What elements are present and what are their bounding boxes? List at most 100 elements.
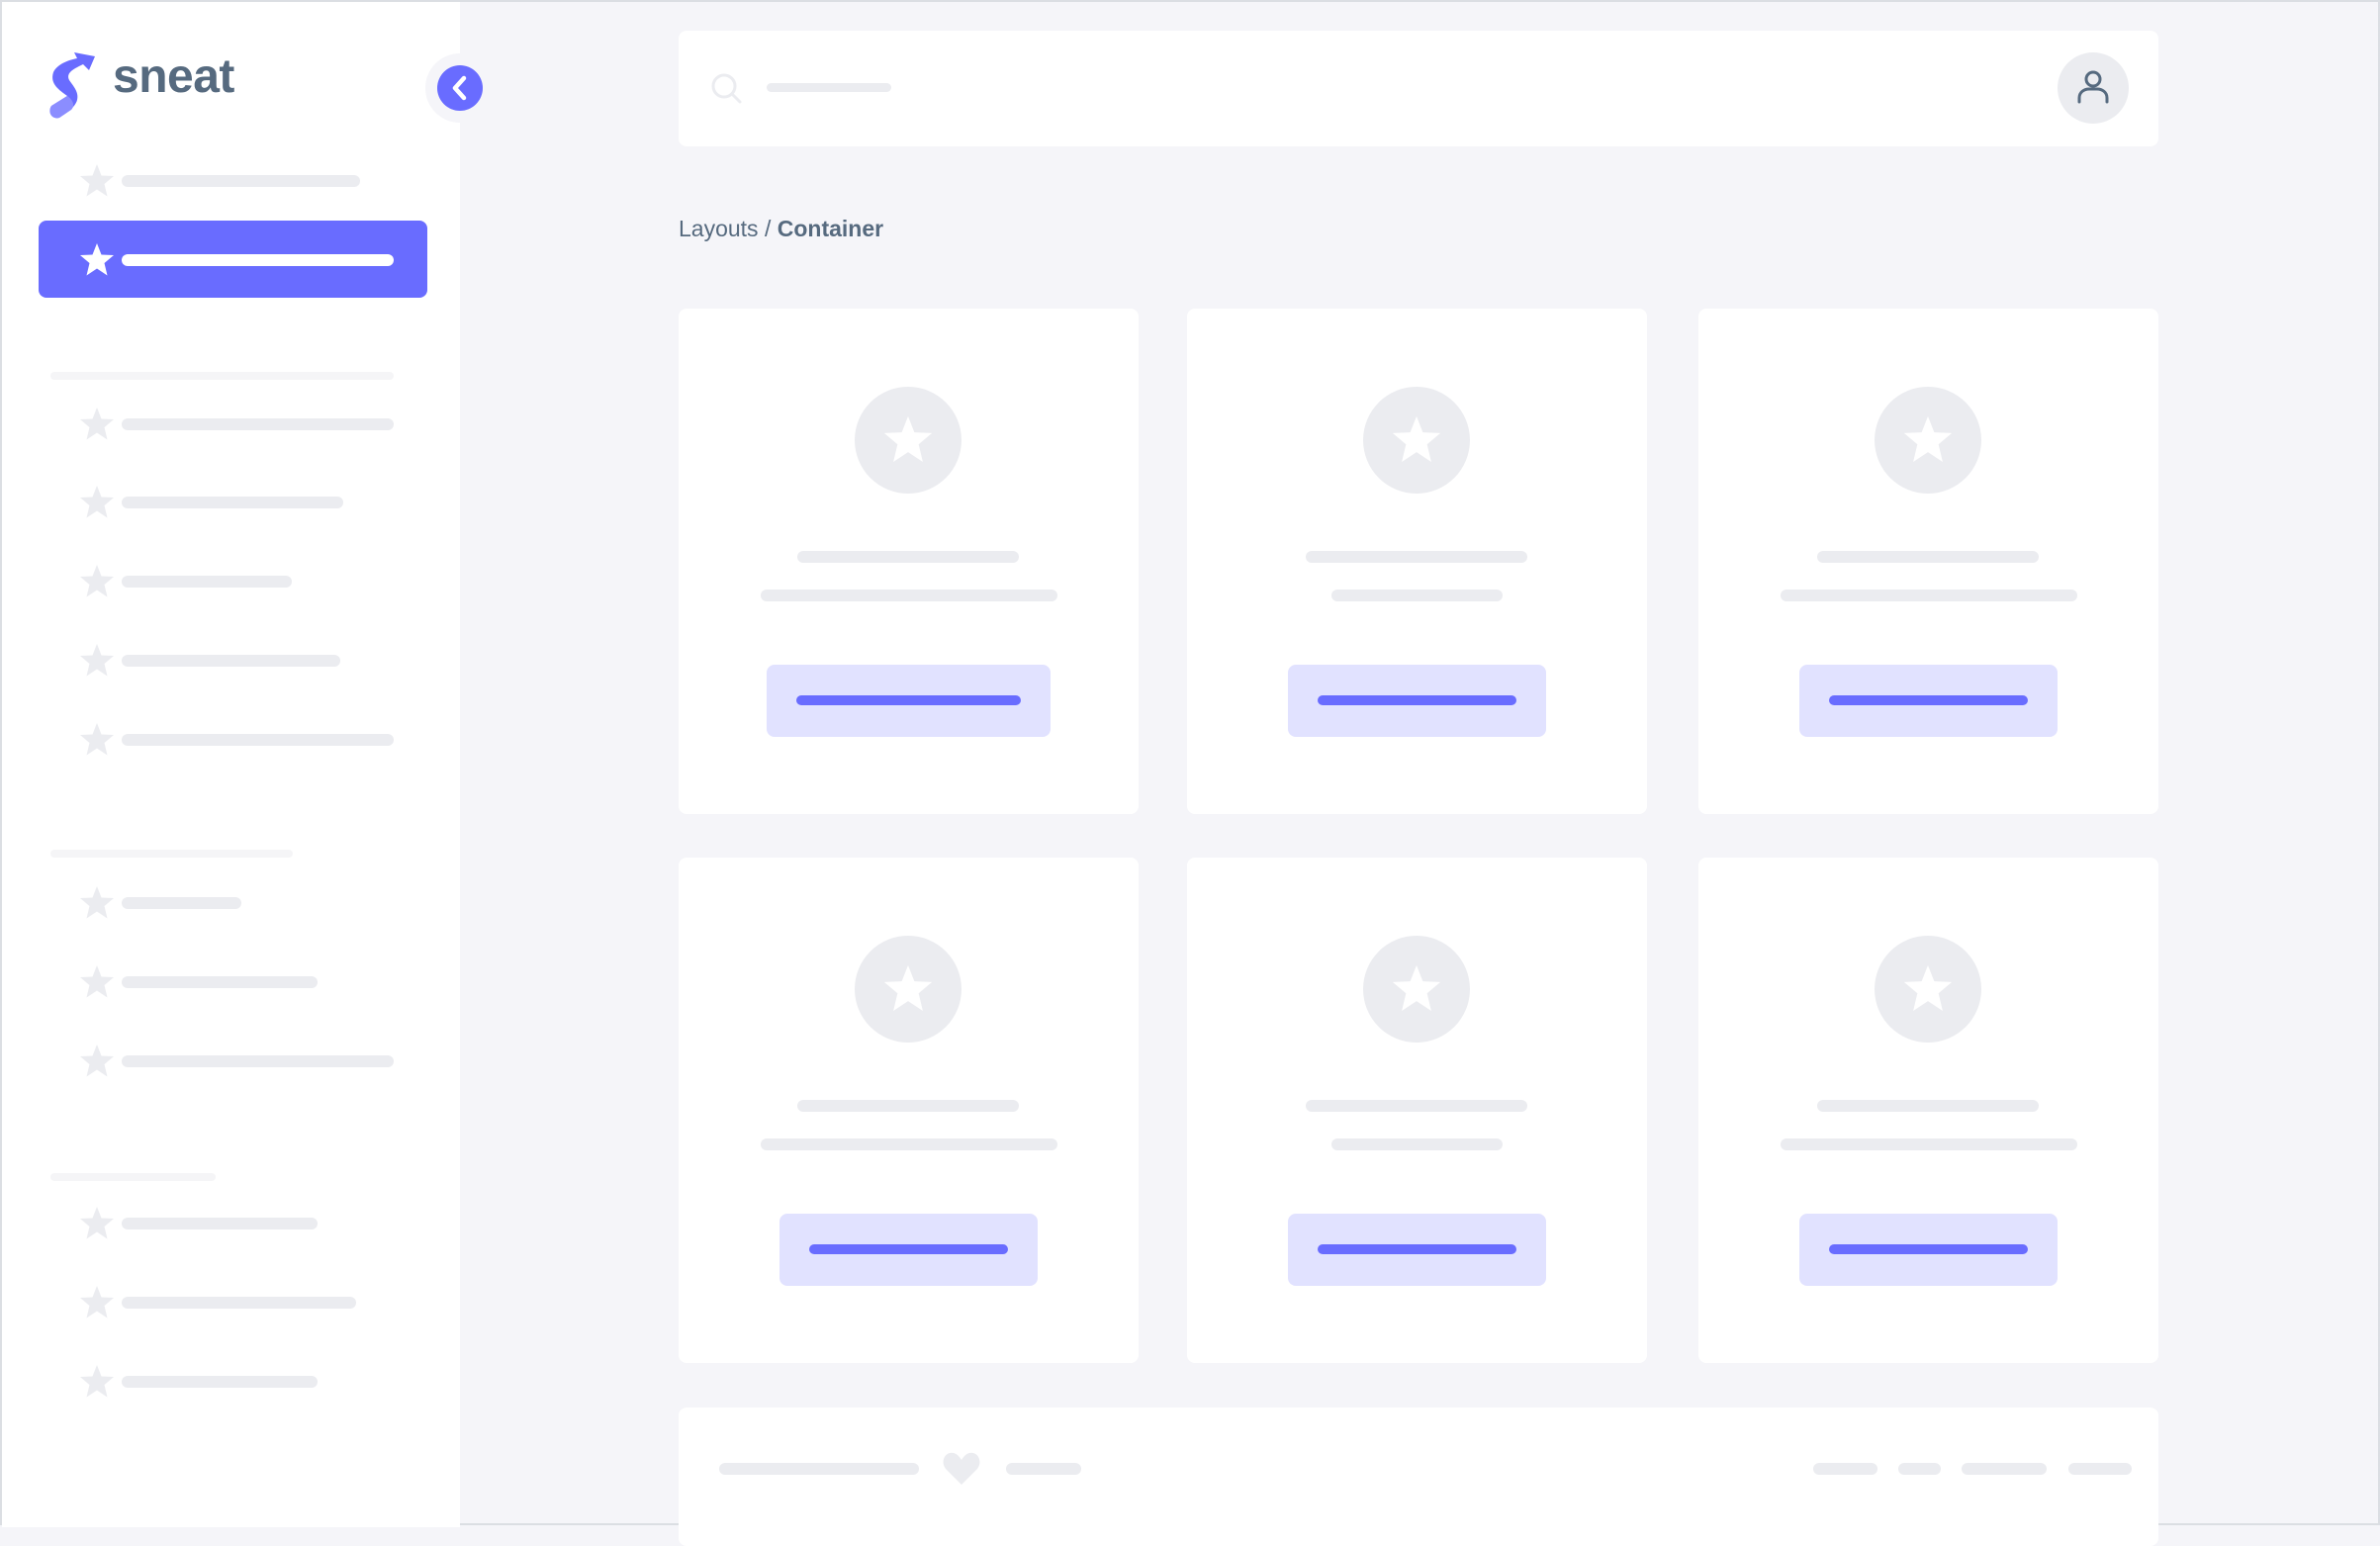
star-icon <box>80 1045 114 1077</box>
sidebar-item[interactable] <box>51 1352 417 1411</box>
star-icon <box>80 164 114 197</box>
user-icon <box>2077 70 2109 104</box>
footer-link[interactable] <box>1962 1463 2047 1475</box>
card-icon-wrap <box>1875 936 1981 1043</box>
star-icon <box>80 486 114 518</box>
card-title <box>1817 551 2039 563</box>
card-icon-wrap <box>1875 387 1981 494</box>
sidebar-item[interactable] <box>51 151 417 211</box>
sidebar-item[interactable] <box>51 953 417 1012</box>
sidebar-item[interactable] <box>51 1032 417 1091</box>
sidebar-item-label <box>122 897 241 909</box>
star-icon <box>80 243 114 276</box>
card-button[interactable] <box>767 665 1051 737</box>
sidebar-item-label <box>122 175 360 187</box>
card-title <box>797 1100 1019 1112</box>
sidebar-item-label <box>122 655 340 667</box>
card-button-label <box>809 1244 1008 1254</box>
footer-link[interactable] <box>2068 1463 2132 1475</box>
card-text <box>760 1138 1057 1150</box>
card-button[interactable] <box>1799 1214 2058 1286</box>
sidebar-item-label <box>122 254 394 266</box>
sidebar-item[interactable] <box>51 395 417 454</box>
footer-link[interactable] <box>1898 1463 1941 1475</box>
footer-link[interactable] <box>1006 1463 1081 1475</box>
sidebar-item[interactable] <box>51 631 417 690</box>
star-icon <box>80 723 114 756</box>
sidebar-item-label <box>122 418 394 430</box>
card-button[interactable] <box>779 1214 1038 1286</box>
star-icon <box>883 415 933 463</box>
sidebar-item-label <box>122 576 292 588</box>
sidebar-item[interactable] <box>51 1273 417 1332</box>
sidebar-item-label <box>122 1218 318 1229</box>
card <box>1187 858 1647 1363</box>
card-text <box>1331 590 1503 601</box>
star-icon <box>1392 964 1441 1012</box>
card-button-label <box>1829 695 2028 705</box>
sidebar-section-header <box>50 372 394 380</box>
sidebar-section-header <box>50 1173 216 1181</box>
card <box>1187 309 1647 814</box>
card <box>1698 309 2158 814</box>
footer-text <box>719 1463 919 1475</box>
search-icon[interactable] <box>710 72 744 106</box>
chevron-left-icon <box>452 75 467 101</box>
card-title <box>1817 1100 2039 1112</box>
logo-icon <box>49 52 95 119</box>
card <box>1698 858 2158 1363</box>
footer <box>679 1408 2158 1546</box>
sidebar-item[interactable] <box>51 552 417 611</box>
card-button[interactable] <box>1288 1214 1546 1286</box>
sidebar-item[interactable] <box>51 230 417 290</box>
breadcrumb-current: Container <box>777 216 884 241</box>
sidebar-item[interactable] <box>51 1194 417 1253</box>
search-input[interactable] <box>767 83 891 92</box>
card-text <box>1331 1138 1503 1150</box>
card-button-label <box>796 695 1021 705</box>
sidebar-item-label <box>122 1055 394 1067</box>
star-icon <box>80 644 114 677</box>
sidebar-item[interactable] <box>51 473 417 532</box>
star-icon <box>1903 415 1953 463</box>
star-icon <box>80 965 114 998</box>
sidebar-item[interactable] <box>51 710 417 770</box>
card-text <box>760 590 1057 601</box>
star-icon <box>80 1365 114 1398</box>
sidebar-item-label <box>122 497 343 508</box>
card-title <box>797 551 1019 563</box>
sidebar: sneat <box>2 2 460 1527</box>
card-button[interactable] <box>1799 665 2058 737</box>
card-button-label <box>1829 1244 2028 1254</box>
sidebar-item-label <box>122 1297 356 1309</box>
card-icon-wrap <box>1363 936 1470 1043</box>
star-icon <box>80 1286 114 1319</box>
sidebar-item-label <box>122 1376 318 1388</box>
star-icon <box>883 964 933 1012</box>
star-icon <box>1903 964 1953 1012</box>
sidebar-item[interactable] <box>51 873 417 933</box>
top-navbar <box>679 31 2158 146</box>
collapse-sidebar-button[interactable] <box>437 65 483 111</box>
card-title <box>1306 1100 1527 1112</box>
sidebar-item-label <box>122 976 318 988</box>
card-text <box>1780 590 2077 601</box>
heart-icon <box>943 1452 980 1485</box>
footer-link[interactable] <box>1813 1463 1877 1475</box>
logo-text: sneat <box>113 50 234 103</box>
card-icon-wrap <box>855 387 961 494</box>
star-icon <box>1392 415 1441 463</box>
sidebar-section-header <box>50 850 293 858</box>
card-title <box>1306 551 1527 563</box>
card-button-label <box>1318 1244 1516 1254</box>
card-text <box>1780 1138 2077 1150</box>
card <box>679 858 1139 1363</box>
card-icon-wrap <box>1363 387 1470 494</box>
avatar[interactable] <box>2058 52 2129 124</box>
breadcrumb-parent[interactable]: Layouts <box>679 216 759 241</box>
card-button[interactable] <box>1288 665 1546 737</box>
card <box>679 309 1139 814</box>
sidebar-item-label <box>122 734 394 746</box>
star-icon <box>80 408 114 440</box>
star-icon <box>80 1207 114 1239</box>
